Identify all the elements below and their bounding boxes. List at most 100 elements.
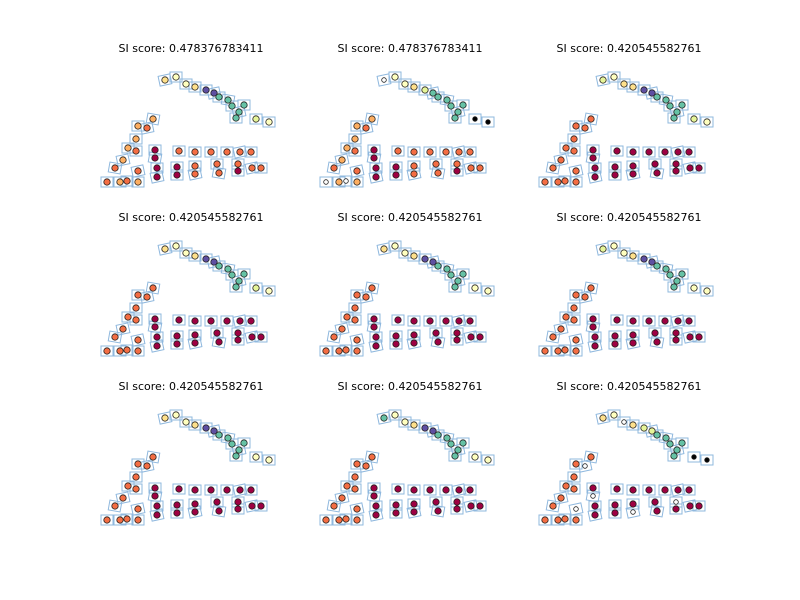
tile-outline (430, 504, 446, 518)
data-point (453, 329, 461, 337)
data-point (116, 347, 124, 355)
data-point (455, 317, 463, 325)
tile-outline (188, 484, 202, 496)
tile-outline (131, 176, 145, 188)
tile-outline (468, 282, 482, 294)
data-point (247, 317, 255, 325)
tile-outline (545, 330, 561, 344)
tile-outline (326, 161, 342, 175)
data-point (459, 101, 467, 109)
data-point (338, 494, 346, 502)
tile-outline (368, 339, 384, 353)
data-point (685, 317, 693, 325)
data-point (228, 102, 236, 110)
tile-outline (670, 145, 686, 159)
data-point (362, 124, 370, 132)
data-point (173, 171, 181, 179)
data-point (401, 418, 409, 426)
tile-outline (569, 458, 583, 470)
data-point (235, 277, 243, 285)
data-point (621, 419, 627, 425)
tile-outline (588, 162, 602, 174)
data-point (678, 439, 686, 447)
data-point (674, 148, 682, 156)
data-point (640, 255, 648, 263)
data-point (149, 284, 157, 292)
data-point (143, 462, 151, 470)
tile-outline (649, 166, 665, 180)
data-point (572, 460, 580, 468)
data-point (153, 173, 161, 181)
data-point (432, 329, 440, 337)
tile-outline (340, 311, 354, 323)
data-point (191, 170, 199, 178)
data-point (335, 516, 343, 524)
data-point (453, 167, 461, 175)
data-point (322, 516, 330, 524)
data-point (690, 115, 698, 123)
tile-outline (456, 268, 470, 280)
tile-outline (456, 99, 470, 111)
tile-outline (388, 240, 402, 252)
tile-outline (626, 498, 640, 510)
data-point (421, 86, 429, 94)
tile-outline (129, 145, 143, 157)
data-point (252, 284, 260, 292)
tile-outline (559, 142, 573, 154)
panel-title: SI score: 0.420545582761 (338, 380, 483, 393)
data-point (351, 304, 359, 312)
panel-title: SI score: 0.420545582761 (557, 42, 702, 55)
data-point (653, 507, 661, 515)
tile-outline (107, 330, 123, 344)
data-point (116, 516, 124, 524)
data-point (653, 338, 661, 346)
data-point (581, 293, 589, 301)
data-point (672, 329, 680, 337)
data-point (455, 486, 463, 494)
data-point (589, 315, 597, 323)
data-point (410, 83, 418, 91)
panel-title: SI score: 0.478376783411 (338, 42, 483, 55)
data-point (172, 411, 180, 419)
tile-outline (249, 451, 263, 463)
data-point (476, 502, 484, 510)
tile-outline (700, 285, 714, 297)
tile-outline (648, 496, 662, 508)
tile-outline (567, 471, 581, 483)
data-point (629, 162, 637, 170)
data-point (265, 118, 273, 126)
tile-outline (658, 484, 672, 496)
data-point (686, 502, 694, 510)
tile-outline (687, 282, 701, 294)
data-point (466, 148, 474, 156)
data-point (151, 323, 159, 331)
data-point (134, 516, 142, 524)
data-point (653, 169, 661, 177)
tile-outline (610, 314, 624, 326)
tile-outline (249, 282, 263, 294)
tile-outline (617, 247, 631, 259)
tile-outline (319, 345, 333, 357)
tile-outline (675, 99, 689, 111)
data-point (215, 507, 223, 515)
data-point (561, 346, 569, 354)
panel-title: SI score: 0.420545582761 (119, 211, 264, 224)
data-point (459, 439, 467, 447)
data-point (590, 493, 596, 499)
tile-outline (431, 260, 445, 272)
data-point (119, 494, 127, 502)
data-point (591, 173, 599, 181)
data-point (103, 347, 111, 355)
data-point (554, 516, 562, 524)
tile-outline (220, 315, 234, 327)
tile-outline (587, 508, 603, 522)
data-point (426, 148, 434, 156)
data-point (454, 277, 462, 285)
data-point (173, 163, 181, 171)
data-point (161, 414, 169, 422)
tile-outline (423, 146, 437, 158)
data-point (674, 317, 682, 325)
data-point (651, 160, 659, 168)
data-point (611, 340, 619, 348)
data-point (265, 456, 273, 464)
